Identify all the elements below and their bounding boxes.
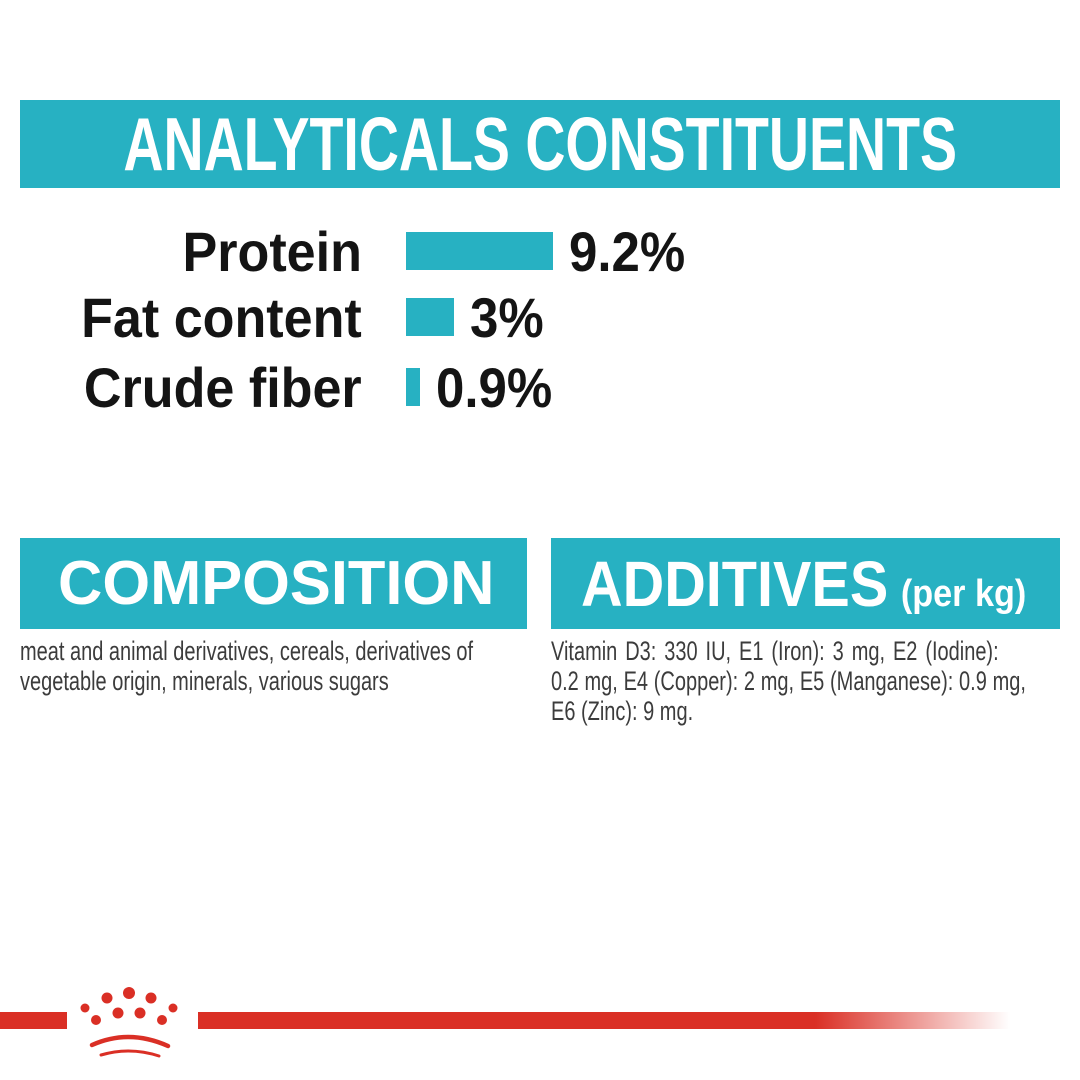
chart-row-value: 3%	[470, 285, 544, 349]
additives-body: Vitamin D3: 330 IU, E1 (Iron): 3 mg, E2 …	[551, 636, 1061, 726]
chart-row-value: 0.9%	[436, 355, 553, 419]
chart-row: Protein 9.2%	[0, 219, 1080, 283]
chart-bar	[406, 298, 454, 336]
additives-title: ADDITIVES	[581, 547, 889, 620]
chart-bar	[406, 368, 420, 406]
chart-row: Crude fiber 0.9%	[0, 355, 1080, 419]
additives-unit-label: (per kg)	[900, 572, 1027, 615]
chart-row-value: 9.2%	[569, 219, 686, 283]
chart-row: Fat content 3%	[0, 285, 1080, 349]
brand-stripe-left	[0, 1012, 67, 1029]
body-text-line: 0.2 mg, E4 (Copper): 2 mg, E5 (Manganese…	[551, 666, 1026, 696]
composition-body: meat and animal derivatives, cereals, de…	[20, 636, 527, 696]
crown-paw-logo-icon	[80, 987, 178, 1058]
body-text-line: E6 (Zinc): 9 mg.	[551, 696, 694, 726]
brand-stripe-right-fading	[198, 1012, 1010, 1029]
analytical-constituents-title: ANALYTICALS CONSTITUENTS	[123, 102, 957, 186]
chart-row-label: Crude fiber	[84, 355, 362, 419]
body-text-line: Vitamin D3: 330 IU, E1 (Iron): 3 mg, E2 …	[551, 636, 999, 666]
chart-row-label: Fat content	[81, 285, 362, 349]
analytical-constituents-banner: ANALYTICALS CONSTITUENTS	[20, 100, 1060, 188]
body-text-line: vegetable origin, minerals, various suga…	[20, 666, 389, 696]
composition-header-banner: COMPOSITION	[20, 538, 527, 629]
chart-bar	[406, 232, 553, 270]
additives-header-banner: ADDITIVES (per kg)	[551, 538, 1060, 629]
chart-row-label: Protein	[182, 219, 362, 283]
body-text-line: meat and animal derivatives, cereals, de…	[20, 636, 474, 666]
composition-title: COMPOSITION	[58, 549, 495, 618]
